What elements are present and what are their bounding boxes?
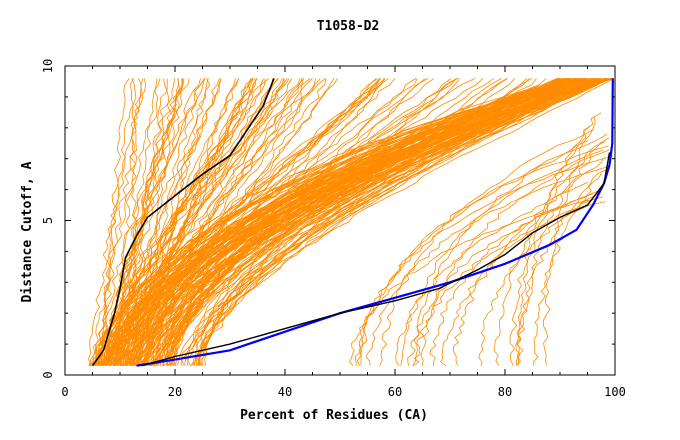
model-curve — [193, 78, 608, 366]
model-curve — [106, 78, 569, 366]
model-curve — [533, 173, 602, 366]
model-curve — [101, 78, 130, 366]
model-curve — [140, 78, 321, 366]
model-curve — [136, 78, 253, 366]
model-curve — [133, 78, 316, 366]
model-curve — [100, 78, 458, 366]
series-line-3 — [141, 152, 611, 367]
x-tick-label: 80 — [498, 385, 512, 399]
model-curve — [420, 149, 610, 366]
model-curve — [478, 187, 604, 366]
model-curve — [117, 78, 596, 366]
x-axis-label: Percent of Residues (CA) — [240, 408, 428, 423]
model-curve — [102, 78, 570, 366]
model-curve — [358, 145, 609, 366]
y-axis-label: Distance Cutoff, A — [20, 161, 35, 302]
model-curve — [379, 128, 594, 366]
model-curve — [400, 149, 603, 366]
model-curve — [159, 78, 381, 366]
model-curve — [120, 78, 571, 366]
x-tick-label: 60 — [388, 385, 402, 399]
model-curve — [509, 112, 602, 366]
model-curve — [88, 78, 161, 366]
model-curve — [190, 78, 593, 366]
model-curve — [149, 78, 587, 366]
model-curve — [151, 78, 608, 366]
model-curve — [126, 78, 599, 366]
model-curve — [102, 78, 612, 366]
model-curve — [104, 78, 290, 367]
y-tick-label: 10 — [41, 59, 55, 73]
model-curve — [159, 78, 575, 366]
model-curve — [131, 78, 279, 366]
model-curve — [95, 78, 181, 366]
model-curve — [198, 78, 564, 366]
model-curve — [365, 165, 611, 366]
model-curve — [440, 196, 604, 367]
model-curve — [120, 78, 206, 366]
x-tick-label: 100 — [604, 385, 626, 399]
model-curve — [349, 199, 589, 366]
model-curve — [407, 193, 594, 366]
series-line-1 — [91, 78, 275, 367]
model-curve — [98, 78, 270, 366]
model-curve — [203, 78, 562, 366]
model-curve — [452, 157, 604, 366]
model-curve — [96, 78, 205, 366]
x-tick-label: 40 — [278, 385, 292, 399]
model-curve — [112, 78, 184, 366]
x-tick-label: 0 — [61, 385, 68, 399]
model-curve — [136, 78, 607, 366]
y-tick-label: 5 — [41, 217, 55, 224]
y-tick-label: 0 — [41, 371, 55, 378]
model-curve — [144, 78, 283, 366]
model-curves — [88, 78, 615, 367]
model-curve — [196, 78, 615, 366]
model-curve — [515, 164, 608, 366]
model-curve — [103, 78, 183, 366]
model-curve — [516, 137, 610, 366]
x-tick-label: 20 — [168, 385, 182, 399]
model-curve — [124, 78, 612, 366]
model-curve — [97, 78, 611, 366]
model-curve — [119, 78, 516, 367]
model-curve — [395, 181, 589, 366]
model-curve — [133, 78, 311, 366]
model-curve — [176, 78, 561, 366]
model-curve — [99, 78, 134, 366]
highlighted-series — [91, 78, 614, 367]
model-curve — [128, 78, 382, 366]
model-curve — [181, 78, 603, 366]
model-curve — [140, 78, 458, 366]
series-line-2 — [136, 78, 614, 367]
axis-ticks: 0 20 40 60 80 100 0 5 10 — [41, 59, 626, 399]
model-curve — [136, 78, 460, 367]
model-curve — [131, 78, 139, 366]
model-curve — [97, 78, 201, 366]
model-curve — [113, 78, 602, 366]
model-curve — [130, 78, 273, 366]
model-curve — [493, 141, 606, 366]
model-curve — [354, 155, 613, 366]
model-curve — [180, 78, 602, 366]
chart-title: T1058-D2 — [317, 19, 380, 34]
